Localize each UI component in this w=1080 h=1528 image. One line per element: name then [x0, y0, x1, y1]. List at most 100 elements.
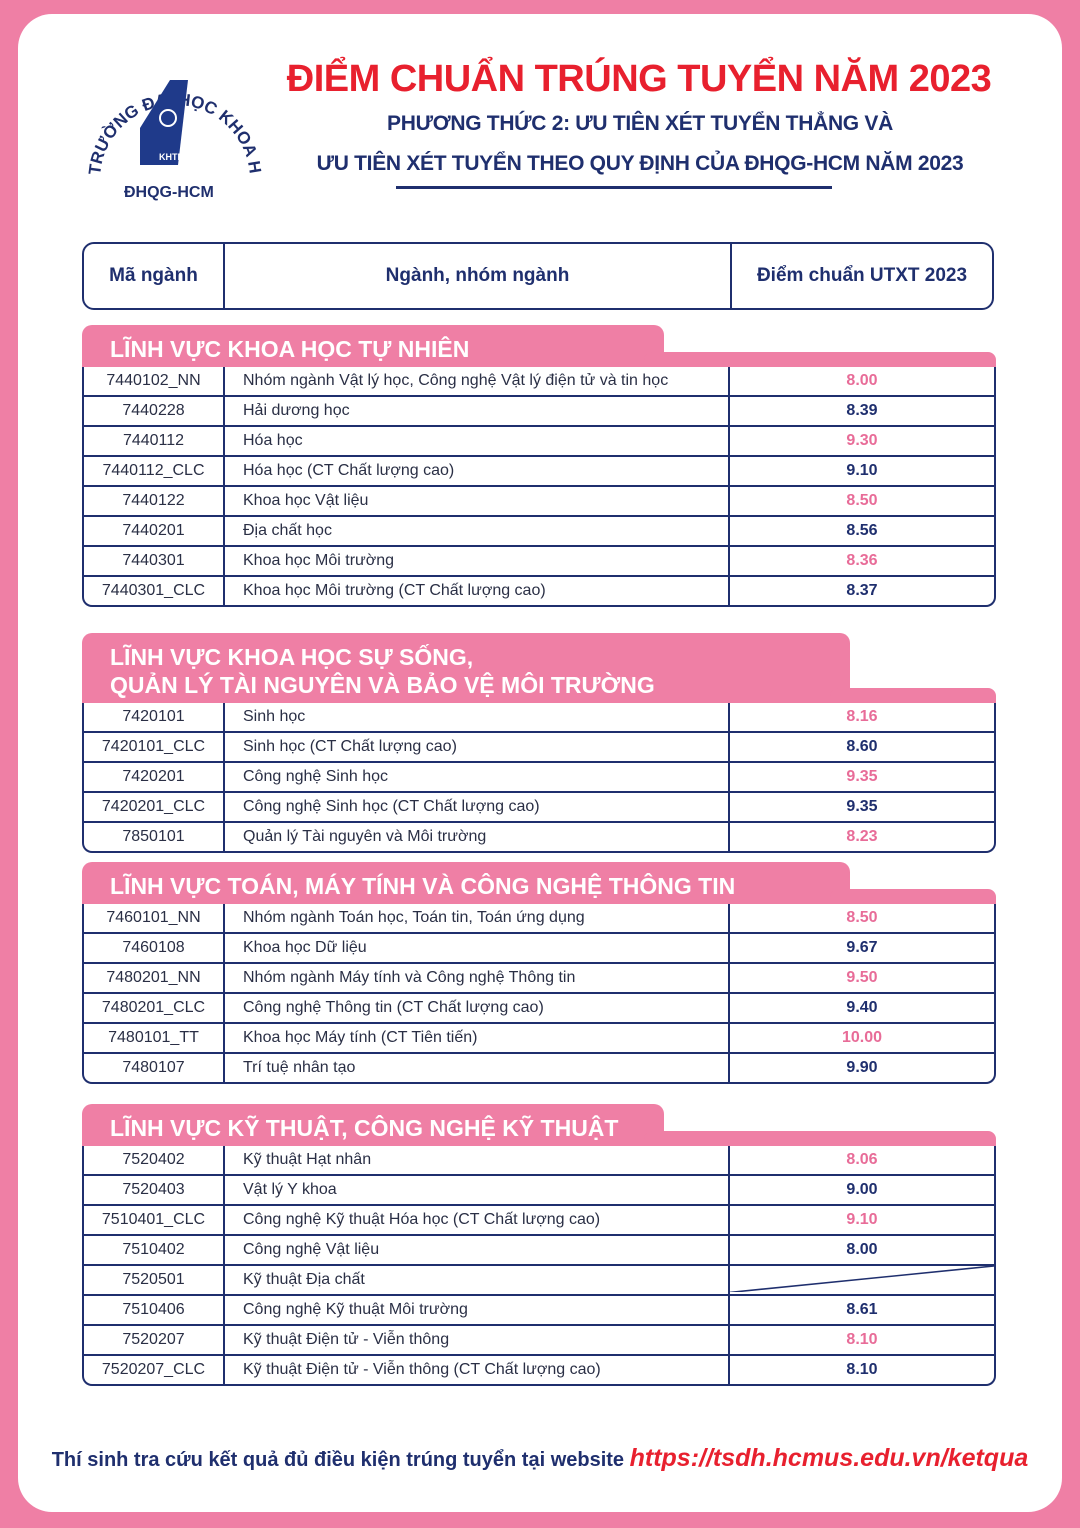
cutoff-score: 8.23: [728, 823, 994, 851]
major-code: 7520403: [122, 1181, 185, 1198]
major-code: 7440301: [122, 552, 185, 569]
section-title: LĨNH VỰC KHOA HỌC TỰ NHIÊN: [110, 336, 470, 362]
table-row: 7440301_CLC Khoa học Môi trường (CT Chất…: [84, 575, 994, 605]
table-row: 7420201_CLC Công nghệ Sinh học (CT Chất …: [84, 791, 994, 821]
cutoff-score: [728, 1266, 994, 1294]
major-name: Công nghệ Sinh học: [223, 763, 728, 791]
section-3: LĨNH VỰC TOÁN, MÁY TÍNH VÀ CÔNG NGHỆ THÔ…: [82, 862, 996, 1084]
major-name: Công nghệ Kỹ thuật Hóa học (CT Chất lượn…: [223, 1206, 728, 1234]
major-code: 7480201_CLC: [101, 999, 206, 1016]
table-row: 7440112_CLC Hóa học (CT Chất lượng cao) …: [84, 455, 994, 485]
table-row: 7440228 Hải dương học 8.39: [84, 395, 994, 425]
major-code: 7850101: [122, 828, 185, 845]
major-name: Kỹ thuật Hạt nhân: [223, 1146, 728, 1174]
cutoff-score: 9.00: [728, 1176, 994, 1204]
poster-card: [18, 14, 1062, 1512]
subtitle-line-1: PHƯƠNG THỨC 2: ƯU TIÊN XÉT TUYỂN THẲNG V…: [387, 112, 893, 135]
table-row: 7520402 Kỹ thuật Hạt nhân 8.06: [84, 1146, 994, 1174]
major-name: Khoa học Môi trường: [223, 547, 728, 575]
major-code: 7440112: [122, 432, 185, 449]
major-code: 7440201: [122, 522, 185, 539]
results-link[interactable]: https://tsdh.hcmus.edu.vn/ketqua: [629, 1444, 1029, 1472]
section-header: LĨNH VỰC KỸ THUẬT, CÔNG NGHỆ KỸ THUẬT: [82, 1104, 996, 1146]
major-code: 7440301_CLC: [101, 582, 206, 599]
section-title: LĨNH VỰC KỸ THUẬT, CÔNG NGHỆ KỸ THUẬT: [110, 1115, 619, 1141]
section-table: 7420101 Sinh học 8.16 7420101_CLC Sinh h…: [82, 703, 996, 853]
cutoff-score: 8.06: [728, 1146, 994, 1174]
cutoff-score: 9.35: [728, 793, 994, 821]
major-code: 7480107: [122, 1059, 185, 1076]
table-row: 7520501 Kỹ thuật Địa chất: [84, 1264, 994, 1294]
major-name: Kỹ thuật Điện tử - Viễn thông: [223, 1326, 728, 1354]
cutoff-score: 9.40: [728, 994, 994, 1022]
footer-text: Thí sinh tra cứu kết quả đủ điều kiện tr…: [51, 1449, 630, 1471]
major-code: 7510406: [122, 1301, 185, 1318]
cutoff-score: 9.50: [728, 964, 994, 992]
table-row: 7420101 Sinh học 8.16: [84, 703, 994, 731]
cutoff-score: 9.10: [728, 1206, 994, 1234]
major-name: Quản lý Tài nguyên và Môi trường: [223, 823, 728, 851]
table-row: 7440201 Địa chất học 8.56: [84, 515, 994, 545]
page-title: ĐIỂM CHUẨN TRÚNG TUYỂN NĂM 2023: [286, 58, 992, 100]
section-title: LĨNH VỰC TOÁN, MÁY TÍNH VÀ CÔNG NGHỆ THÔ…: [110, 873, 736, 899]
cutoff-score: 8.37: [728, 577, 994, 605]
cutoff-score: 9.30: [728, 427, 994, 455]
major-name: Nhóm ngành Máy tính và Công nghệ Thông t…: [223, 964, 728, 992]
major-name: Công nghệ Vật liệu: [223, 1236, 728, 1264]
major-code: 7440122: [122, 492, 185, 509]
section-stripe: [644, 352, 996, 367]
table-row: 7850101 Quản lý Tài nguyên và Môi trường…: [84, 821, 994, 851]
cutoff-score: 9.67: [728, 934, 994, 962]
section-title-box: LĨNH VỰC KHOA HỌC TỰ NHIÊN: [82, 325, 664, 367]
table-row: 7440301 Khoa học Môi trường 8.36: [84, 545, 994, 575]
cutoff-score: 9.35: [728, 763, 994, 791]
section-table: 7520402 Kỹ thuật Hạt nhân 8.06 7520403 V…: [82, 1146, 996, 1386]
section-stripe: [830, 688, 996, 703]
section-header: LĨNH VỰC TOÁN, MÁY TÍNH VÀ CÔNG NGHỆ THÔ…: [82, 862, 996, 904]
header-score: Điểm chuẩn UTXT 2023: [730, 244, 992, 308]
table-row: 7480101_TT Khoa học Máy tính (CT Tiên ti…: [84, 1022, 994, 1052]
table-row: 7520207 Kỹ thuật Điện tử - Viễn thông 8.…: [84, 1324, 994, 1354]
logo-badge: KHTN: [159, 152, 184, 162]
footer-note: Thí sinh tra cứu kết quả đủ điều kiện tr…: [0, 1444, 1080, 1473]
table-header: Mã ngành Ngành, nhóm ngành Điểm chuẩn UT…: [82, 242, 994, 310]
major-code: 7460108: [122, 939, 185, 956]
section-table: 7440102_NN Nhóm ngành Vật lý học, Công n…: [82, 367, 996, 607]
major-name: Vật lý Y khoa: [223, 1176, 728, 1204]
section-header: LĨNH VỰC KHOA HỌC SỰ SỐNG, QUẢN LÝ TÀI N…: [82, 633, 996, 703]
section-stripe: [644, 1131, 996, 1146]
logo-bottom-text: ĐHQG-HCM: [124, 184, 214, 201]
cutoff-score: 8.00: [728, 1236, 994, 1264]
major-code: 7440112_CLC: [102, 462, 205, 479]
table-row: 7480107 Trí tuệ nhân tạo 9.90: [84, 1052, 994, 1082]
title-underline: [396, 186, 832, 189]
subtitle-line-2: ƯU TIÊN XÉT TUYỂN THEO QUY ĐỊNH CỦA ĐHQG…: [316, 152, 964, 175]
major-code: 7440102_NN: [106, 372, 201, 389]
table-row: 7480201_CLC Công nghệ Thông tin (CT Chất…: [84, 992, 994, 1022]
major-name: Hải dương học: [223, 397, 728, 425]
cutoff-score: 10.00: [728, 1024, 994, 1052]
major-code: 7480101_TT: [108, 1029, 199, 1046]
section-4: LĨNH VỰC KỸ THUẬT, CÔNG NGHỆ KỸ THUẬT 75…: [82, 1104, 996, 1386]
table-row: 7440102_NN Nhóm ngành Vật lý học, Công n…: [84, 367, 994, 395]
major-code: 7440228: [122, 402, 185, 419]
major-name: Khoa học Môi trường (CT Chất lượng cao): [223, 577, 728, 605]
major-name: Công nghệ Sinh học (CT Chất lượng cao): [223, 793, 728, 821]
major-code: 7520207_CLC: [101, 1361, 206, 1378]
no-score-slash: [730, 1266, 994, 1293]
cutoff-score: 8.50: [728, 904, 994, 932]
cutoff-score: 8.36: [728, 547, 994, 575]
section-stripe: [830, 889, 996, 904]
major-name: Công nghệ Thông tin (CT Chất lượng cao): [223, 994, 728, 1022]
major-code: 7420101: [122, 708, 185, 725]
major-name: Trí tuệ nhân tạo: [223, 1054, 728, 1082]
header-name: Ngành, nhóm ngành: [223, 244, 730, 308]
section-title-box: LĨNH VỰC KHOA HỌC SỰ SỐNG, QUẢN LÝ TÀI N…: [82, 633, 850, 703]
major-name: Sinh học (CT Chất lượng cao): [223, 733, 728, 761]
table-row: 7520403 Vật lý Y khoa 9.00: [84, 1174, 994, 1204]
major-name: Công nghệ Kỹ thuật Môi trường: [223, 1296, 728, 1324]
cutoff-score: 8.10: [728, 1356, 994, 1384]
major-name: Kỹ thuật Địa chất: [223, 1266, 728, 1294]
major-name: Nhóm ngành Vật lý học, Công nghệ Vật lý …: [223, 367, 728, 395]
major-code: 7480201_NN: [106, 969, 201, 986]
